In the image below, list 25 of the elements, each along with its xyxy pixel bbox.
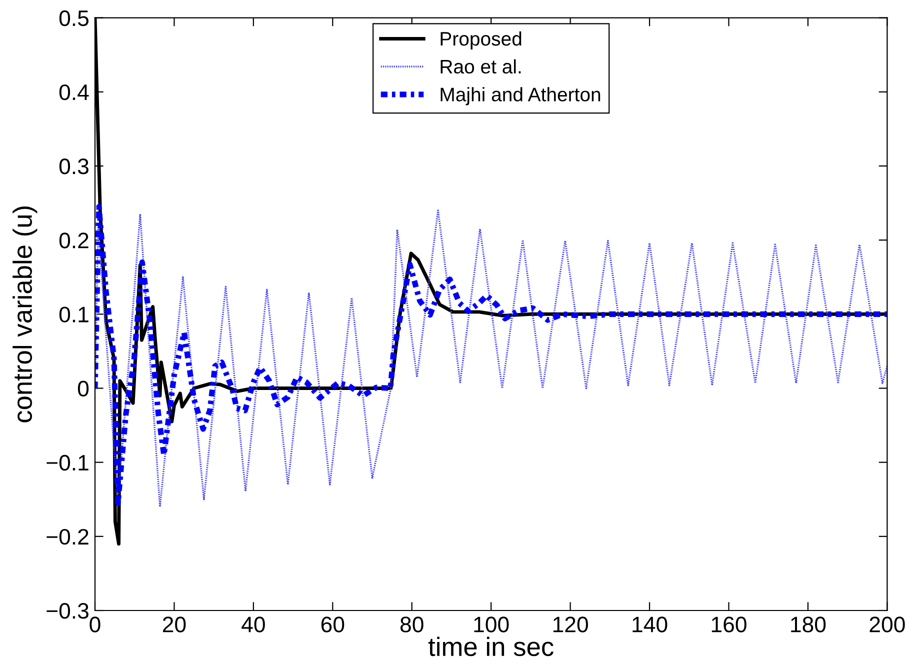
y-tick-label: 0.3 xyxy=(59,158,88,174)
x-tick-label: 200 xyxy=(870,616,905,632)
x-tick-label: 60 xyxy=(321,616,344,632)
y-tick-label: −0.3 xyxy=(46,603,88,619)
y-tick-label: 0 xyxy=(78,380,89,397)
x-tick-label: 160 xyxy=(712,616,746,632)
x-tick-label: 180 xyxy=(791,616,826,632)
y-tick-label: 0.4 xyxy=(59,84,89,100)
x-tick-label: 120 xyxy=(553,616,588,632)
x-tick-label: 100 xyxy=(474,616,509,632)
y-tick-label: −0.2 xyxy=(46,528,88,545)
x-tick-label: 20 xyxy=(162,616,186,632)
x-axis-title: time in sec xyxy=(428,636,554,656)
x-tick-label: 140 xyxy=(632,616,668,632)
y-tick-label: 0.1 xyxy=(59,306,88,322)
y-tick-label: −0.1 xyxy=(46,454,88,471)
legend-label: Rao et al. xyxy=(440,59,521,74)
y-tick-label: 0.5 xyxy=(59,10,89,26)
y-axis-title: control variable (u) xyxy=(12,206,38,422)
y-tick-label: 0.2 xyxy=(59,232,88,248)
x-tick-label: 80 xyxy=(400,616,424,632)
x-tick-label: 40 xyxy=(242,616,265,632)
legend-label: Majhi and Atherton xyxy=(440,87,600,106)
legend-label: Proposed xyxy=(440,31,522,50)
x-tick-label: 0 xyxy=(90,616,100,632)
